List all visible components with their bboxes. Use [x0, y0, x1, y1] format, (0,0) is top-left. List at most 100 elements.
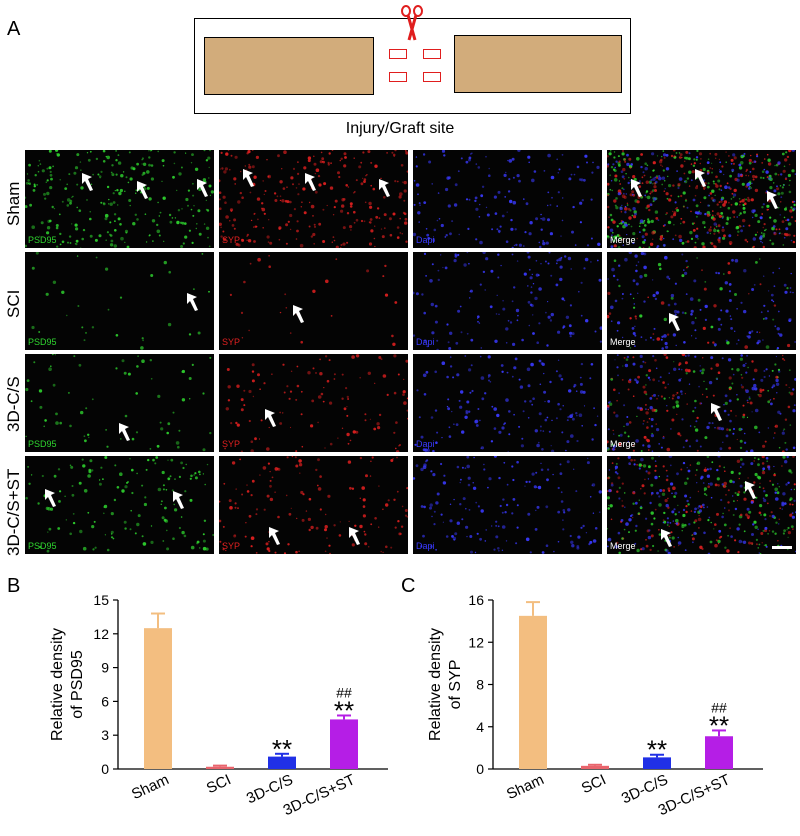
channel-label: SYP: [222, 541, 241, 551]
micrograph-tile: PSD95: [25, 456, 214, 554]
arrow-icon: [119, 423, 130, 441]
graft-block: [389, 72, 407, 82]
micrograph-tile: Dapi: [413, 150, 602, 248]
y-tick-label: 16: [468, 592, 484, 608]
y-tick-label: 12: [93, 626, 109, 642]
y-tick-label: 0: [476, 761, 484, 777]
arrow-icon: [269, 527, 280, 545]
bar: [643, 757, 671, 769]
channel-label: Merge: [610, 439, 636, 449]
panel-letter-c: C: [401, 575, 416, 597]
y-tick-label: 4: [476, 719, 484, 735]
y-tick-label: 15: [93, 592, 109, 608]
arrow-icon: [45, 489, 56, 507]
micrograph-tile: SYP: [219, 252, 408, 350]
bar: [330, 719, 358, 769]
micrograph-tile: PSD95: [25, 150, 214, 248]
arrow-icon: [137, 181, 148, 199]
arrow-icon: [243, 169, 254, 187]
row-label-sham: Sham: [4, 181, 23, 226]
micrograph-tile: Merge: [607, 456, 796, 554]
graft-block: [423, 72, 441, 82]
graft-block: [423, 49, 441, 59]
y-axis-label: of SYP: [447, 660, 464, 710]
arrow-icon: [173, 491, 184, 509]
cord-segment-right: [454, 35, 622, 93]
arrow-icon: [695, 169, 706, 187]
micrograph-signal: [607, 150, 796, 248]
arrow-icon: [631, 179, 642, 197]
micrograph-signal: [31, 252, 210, 350]
y-axis-label: Relative density: [427, 628, 444, 741]
micrograph-tile: Dapi: [413, 252, 602, 350]
channel-label: PSD95: [28, 439, 57, 449]
arrow-icon: [349, 527, 360, 545]
bar: [581, 765, 609, 769]
micrograph-signal: [25, 456, 214, 553]
significance-label: **: [334, 695, 354, 725]
row-label-3dcs-st: 3D-C/S+ST: [4, 468, 23, 556]
x-tick-label: 3D-C/S+ST: [656, 771, 733, 819]
micrograph-signal: [607, 354, 796, 452]
bar: [705, 736, 733, 769]
micrograph-tile: Merge: [607, 150, 796, 248]
arrow-icon: [187, 293, 198, 311]
x-tick-label: SCI: [204, 771, 234, 797]
arrow-icon: [661, 529, 672, 547]
channel-label: Merge: [610, 235, 636, 245]
channel-label: SYP: [222, 337, 241, 347]
arrow-icon: [669, 313, 680, 331]
row-label-3dcs: 3D-C/S: [4, 376, 23, 432]
channel-label: Dapi: [416, 439, 435, 449]
panel-letter-b: B: [7, 575, 21, 597]
channel-label: Dapi: [416, 337, 435, 347]
arrow-icon: [767, 191, 778, 209]
channel-label: PSD95: [28, 235, 57, 245]
micrograph-tile: Merge: [607, 354, 796, 452]
arrow-icon: [82, 173, 93, 191]
arrow-icon: [711, 403, 722, 421]
x-tick-label: Sham: [129, 771, 172, 803]
micrograph-tile: PSD95: [25, 252, 214, 350]
channel-label: Merge: [610, 541, 636, 551]
x-tick-label: SCI: [579, 771, 609, 797]
arrow-icon: [379, 179, 390, 197]
significance-label: ##: [711, 699, 727, 715]
bar: [268, 756, 296, 769]
micrograph-tile: SYP: [219, 456, 408, 554]
micrograph-signal: [229, 255, 398, 346]
arrow-icon: [293, 305, 304, 323]
micrograph-tile: SYP: [219, 354, 408, 452]
bar: [144, 628, 172, 769]
y-axis-label: of PSD95: [69, 650, 86, 719]
micrograph-signal: [25, 150, 214, 248]
channel-label: SYP: [222, 439, 241, 449]
channel-label: PSD95: [28, 541, 57, 551]
arrow-icon: [197, 179, 208, 197]
bar: [519, 615, 547, 769]
y-tick-label: 3: [101, 727, 109, 743]
micrograph-signal: [224, 354, 408, 452]
x-tick-label: Sham: [504, 771, 547, 803]
y-axis-label: Relative density: [49, 628, 66, 741]
channel-label: Merge: [610, 337, 636, 347]
significance-label: **: [709, 710, 729, 740]
bar: [206, 766, 234, 769]
arrow-icon: [745, 481, 756, 499]
scale-bar: [772, 546, 792, 549]
panel-letter-a: A: [7, 18, 21, 40]
micrograph-signal: [219, 456, 408, 554]
y-tick-label: 8: [476, 677, 484, 693]
micrograph-signal: [413, 456, 602, 554]
micrograph-tile: SYP: [219, 150, 408, 248]
psd95-bar-chart: 0 3 6 9 12 15 Relative density of PSD95 Sham SCI *…: [49, 592, 388, 819]
micrograph-tile: Merge: [607, 252, 796, 350]
syp-bar-chart: 0 4 8 12 16 Relative density of SYP Sham SCI ** 3D…: [427, 592, 763, 819]
schematic-caption: Injury/Graft site: [345, 120, 455, 137]
y-tick-label: 0: [101, 761, 109, 777]
x-tick-label: 3D-C/S+ST: [281, 771, 358, 819]
y-tick-label: 6: [101, 693, 109, 709]
significance-label: **: [647, 735, 667, 765]
micrograph-signal: [413, 150, 601, 248]
channel-label: Dapi: [416, 235, 435, 245]
